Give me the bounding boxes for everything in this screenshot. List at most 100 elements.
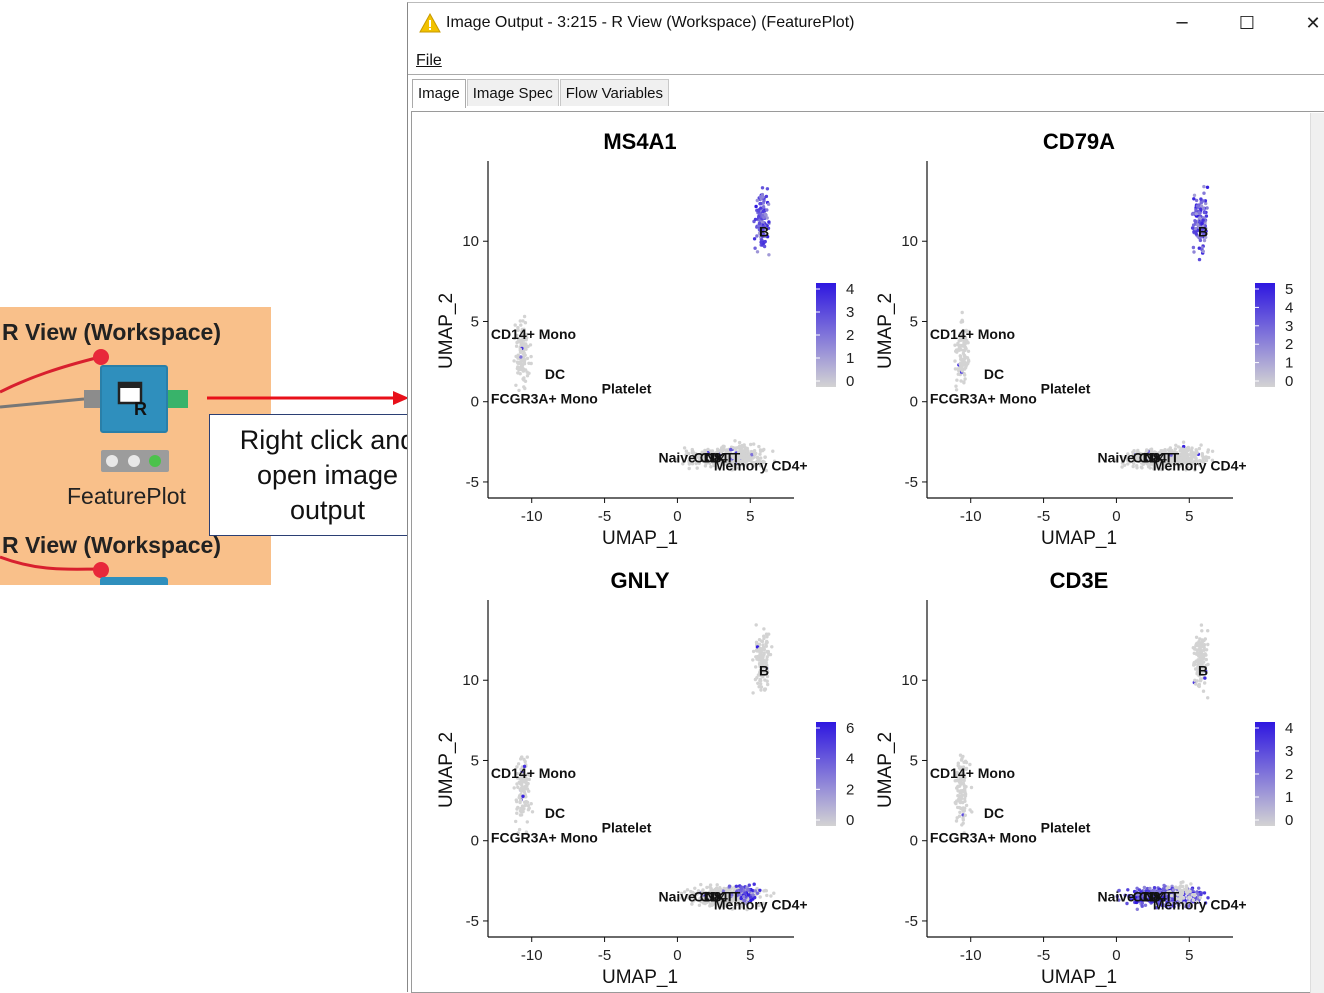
cell-point — [753, 895, 757, 900]
node-output-port[interactable] — [168, 390, 188, 408]
cell-point — [759, 688, 763, 692]
cell-point — [729, 467, 733, 472]
cell-point — [521, 772, 525, 777]
flow-variable-port-bottom[interactable] — [93, 562, 109, 578]
cell-point — [959, 379, 963, 383]
cell-point — [1197, 640, 1201, 644]
cell-point — [964, 347, 968, 351]
cell-point — [759, 240, 763, 244]
tab-image[interactable]: Image — [412, 79, 466, 108]
maximize-button[interactable]: ☐ — [1238, 13, 1256, 34]
node-input-port[interactable] — [84, 390, 100, 408]
cell-point — [1169, 459, 1173, 463]
cell-point — [739, 455, 743, 460]
flow-variable-port[interactable] — [93, 349, 109, 365]
cell-point — [768, 652, 773, 657]
cell-point — [758, 678, 762, 683]
cell-point — [771, 449, 775, 453]
cell-point — [765, 208, 769, 212]
cell-point — [1204, 214, 1209, 218]
x-axis-label: UMAP_1 — [1041, 528, 1117, 549]
cell-point — [1184, 884, 1189, 888]
cell-point — [762, 199, 766, 203]
cluster-label: B — [1198, 223, 1208, 239]
cell-point — [525, 332, 529, 337]
cell-point — [956, 805, 960, 810]
cell-point — [684, 449, 689, 453]
r-view-node[interactable]: R — [100, 365, 168, 433]
tab-flow-variables[interactable]: Flow Variables — [559, 79, 670, 106]
cell-point — [522, 351, 526, 355]
y-tick-label: 10 — [901, 672, 918, 689]
cell-point — [722, 892, 726, 897]
cell-point — [1200, 643, 1204, 647]
cell-point — [523, 386, 527, 391]
cell-point — [705, 885, 709, 890]
cell-point — [751, 658, 755, 662]
cell-point — [711, 459, 716, 464]
close-button[interactable]: ✕ — [1305, 13, 1321, 34]
cell-point — [527, 371, 531, 375]
cell-point — [1189, 903, 1194, 908]
cell-point — [747, 883, 751, 887]
cell-point — [733, 446, 737, 450]
cell-point — [758, 888, 762, 892]
r-view-node-bottom[interactable] — [100, 577, 168, 585]
cell-point — [746, 458, 750, 462]
y-tick-label: -5 — [905, 474, 918, 491]
minimize-button[interactable]: ─ — [1176, 13, 1188, 34]
cell-point — [757, 647, 761, 651]
cell-point — [765, 655, 769, 659]
cell-point — [519, 807, 523, 811]
legend-label: 4 — [1285, 720, 1293, 737]
cell-point — [1204, 229, 1208, 233]
cell-point — [756, 458, 761, 462]
cell-point — [769, 894, 773, 898]
cluster-label: Platelet — [1041, 381, 1091, 397]
plot-title: CD3E — [1050, 568, 1109, 593]
cell-point — [1195, 204, 1200, 208]
cell-point — [1174, 452, 1178, 457]
node-label: FeaturePlot — [67, 483, 186, 509]
y-tick-label: 10 — [462, 233, 479, 250]
cell-point — [957, 765, 962, 769]
cluster-label: B — [1198, 662, 1208, 678]
cell-point — [760, 219, 764, 223]
vertical-scrollbar[interactable] — [1310, 113, 1324, 993]
cluster-label: DC — [984, 805, 1004, 821]
cell-point — [763, 239, 767, 244]
cell-point — [1158, 902, 1162, 907]
cell-point — [757, 209, 761, 213]
cell-point — [1204, 455, 1208, 459]
menu-file[interactable]: File — [416, 52, 442, 69]
cell-point — [958, 354, 962, 358]
legend-label: 4 — [1285, 299, 1293, 316]
cell-point — [1202, 891, 1207, 895]
cell-point — [953, 359, 957, 363]
cell-point — [962, 776, 966, 780]
cell-point — [751, 691, 755, 695]
cell-point — [764, 660, 768, 665]
cell-point — [738, 893, 743, 897]
cell-point — [770, 645, 774, 649]
cell-point — [1181, 880, 1185, 884]
cell-point — [957, 799, 961, 803]
cell-point — [686, 896, 690, 900]
title-bar[interactable]: Image Output - 3:215 - R View (Workspace… — [408, 3, 1324, 45]
legend-colorbar — [816, 722, 836, 826]
cluster-label: NK — [705, 450, 725, 466]
cell-point — [716, 892, 720, 896]
cell-point — [704, 462, 708, 466]
cell-point — [1197, 684, 1201, 689]
cell-point — [961, 816, 965, 820]
cell-point — [699, 900, 703, 904]
cell-point — [958, 366, 962, 370]
cell-point — [1177, 459, 1181, 463]
tab-image-spec[interactable]: Image Spec — [466, 79, 559, 106]
cell-point — [757, 231, 762, 235]
cell-point — [1178, 888, 1182, 892]
cell-point — [1181, 896, 1186, 900]
cell-point — [963, 813, 967, 817]
cell-point — [1189, 882, 1193, 886]
cell-point — [762, 889, 766, 893]
